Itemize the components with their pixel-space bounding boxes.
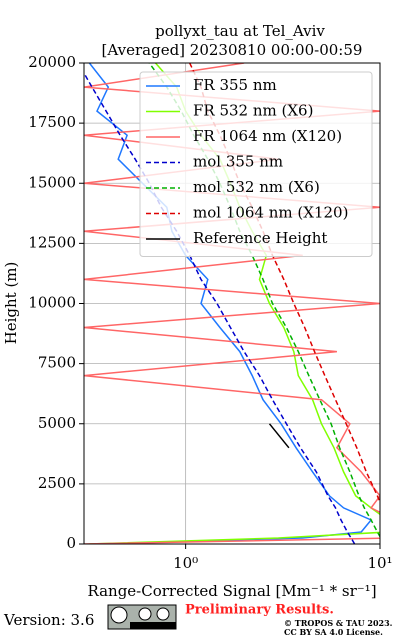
y-tick-label: 15000 [28,173,76,191]
cc-badge [107,604,177,630]
legend-label: Reference Height [193,229,327,247]
legend-box [139,71,373,257]
version: Version: 3.6 [3,611,94,629]
x-tick-label: 10⁰ [173,554,198,572]
preliminary-note: Preliminary Results. [185,603,334,618]
y-tick-label: 5000 [38,414,76,432]
license: CC BY SA 4.0 License. [284,627,383,637]
y-tick-label: 17500 [28,113,76,131]
legend-label: FR 532 nm (X6) [193,102,313,120]
legend-label: FR 1064 nm (X120) [193,127,342,145]
chart-title: pollyxt_tau at Tel_Aviv [155,22,325,40]
y-tick-label: 7500 [38,354,76,372]
x-axis-label: Range-Corrected Signal [Mm⁻¹ * sr⁻¹] [87,582,376,600]
series-line [84,71,356,544]
y-tick-label: 20000 [28,53,76,71]
legend-label: mol 1064 nm (X120) [193,204,348,222]
y-tick-label: 0 [66,534,76,552]
legend-label: mol 532 nm (X6) [193,178,320,196]
copyright: © TROPOS & TAU 2023. [284,618,393,628]
legend-label: mol 355 nm [193,153,283,171]
y-tick-label: 10000 [28,294,76,312]
y-axis-label: Height (m) [2,262,20,345]
y-tick-label: 2500 [38,474,76,492]
chart-subtitle: [Averaged] 20230810 00:00-00:59 [102,41,363,59]
series-line [88,63,373,544]
y-tick-label: 12500 [28,233,76,251]
series-line [268,423,290,449]
legend-label: FR 355 nm [193,76,277,94]
x-tick-label: 10¹ [367,554,392,572]
